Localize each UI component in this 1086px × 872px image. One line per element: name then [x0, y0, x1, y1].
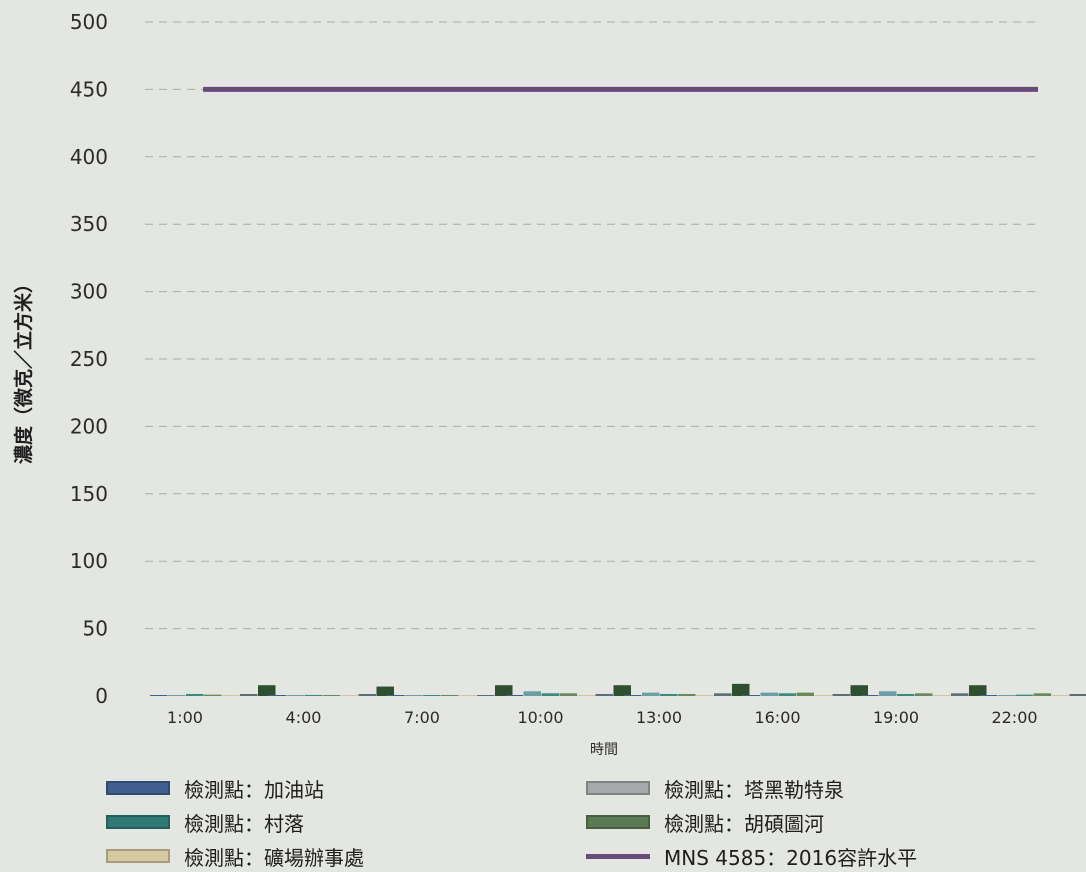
- legend-label: 檢測點：村落: [184, 808, 304, 837]
- bar: [359, 694, 377, 696]
- y-tick-label: 450: [70, 77, 108, 101]
- legend-swatch: [106, 781, 170, 795]
- bar: [861, 695, 879, 696]
- bar: [524, 691, 542, 696]
- bar: [506, 695, 524, 696]
- bar: [578, 695, 596, 696]
- legend-item-village: 檢測點：村落: [106, 806, 304, 838]
- legend-item-spring: 檢測點：塔黑勒特泉: [586, 772, 844, 804]
- legend-swatch: [586, 815, 650, 829]
- bar: [660, 694, 678, 696]
- x-tick-label: 1:00: [167, 708, 203, 727]
- y-tick-label: 250: [70, 347, 108, 371]
- bar: [305, 695, 323, 696]
- bar: [323, 695, 341, 696]
- bar: [915, 693, 933, 696]
- bar: [1034, 693, 1052, 696]
- bar: [423, 695, 441, 696]
- bar: [933, 695, 951, 696]
- bar: [168, 695, 186, 696]
- x-tick-label: 4:00: [286, 708, 322, 727]
- y-tick-label: 500: [70, 10, 108, 34]
- bar: [240, 694, 258, 696]
- bar: [969, 685, 987, 696]
- bar: [1052, 695, 1070, 696]
- y-tick-label: 0: [95, 684, 108, 708]
- bar: [596, 694, 614, 696]
- bar: [678, 694, 696, 696]
- bar: [797, 693, 815, 696]
- bar: [341, 695, 359, 696]
- bar: [779, 693, 797, 696]
- bar: [761, 693, 779, 696]
- legend-swatch: [106, 815, 170, 829]
- y-axis-title: 濃度（微克／立方米）: [12, 274, 35, 464]
- bar: [150, 695, 168, 696]
- x-tick-label: 22:00: [991, 708, 1037, 727]
- bar: [897, 694, 915, 696]
- legend-line-swatch: [586, 854, 650, 859]
- x-tick-label: 10:00: [517, 708, 563, 727]
- bar: [1070, 694, 1086, 696]
- x-axis-title: 時間: [590, 742, 618, 758]
- x-tick-label: 13:00: [636, 708, 682, 727]
- x-tick-label: 7:00: [404, 708, 440, 727]
- bar: [459, 695, 477, 696]
- legend-label: 檢測點：加油站: [184, 774, 324, 803]
- bar: [222, 695, 240, 696]
- bar: [258, 685, 276, 696]
- bar: [441, 695, 459, 696]
- bar: [851, 685, 869, 696]
- y-tick-label: 400: [70, 145, 108, 169]
- legend-item-gas-station: 檢測點：加油站: [106, 772, 324, 804]
- bar: [542, 693, 560, 696]
- y-tick-label: 50: [83, 617, 108, 641]
- bar: [1016, 695, 1034, 696]
- legend-label: 檢測點：礦場辦事處: [184, 842, 364, 871]
- bar: [980, 695, 998, 696]
- bar: [696, 695, 714, 696]
- bar: [204, 695, 222, 696]
- legend-label: 檢測點：塔黑勒特泉: [664, 774, 844, 803]
- bar: [287, 695, 305, 696]
- bar: [387, 695, 405, 696]
- bar: [998, 695, 1016, 696]
- bar: [614, 685, 632, 696]
- bar: [560, 693, 578, 696]
- legend-item-river: 檢測點：胡碩圖河: [586, 806, 824, 838]
- bar: [477, 695, 495, 696]
- legend-label: 檢測點：胡碩圖河: [664, 808, 824, 837]
- legend-swatch: [586, 781, 650, 795]
- bar: [879, 691, 897, 696]
- bar: [405, 695, 423, 696]
- legend-swatch: [106, 849, 170, 863]
- y-tick-label: 350: [70, 212, 108, 236]
- legend-item-limit-line: MNS 4585：2016容許水平: [586, 840, 917, 872]
- x-tick-label: 16:00: [754, 708, 800, 727]
- bar: [833, 694, 851, 696]
- bar: [951, 693, 969, 696]
- y-tick-label: 300: [70, 280, 108, 304]
- bar: [269, 695, 287, 696]
- y-tick-label: 150: [70, 482, 108, 506]
- bar: [714, 693, 732, 696]
- plot-area: 0 50 100 150 200 250 300 350 400 450 500 濃度（微克／立方米）…: [0, 0, 1086, 760]
- bar: [377, 687, 395, 696]
- legend-label: MNS 4585：2016容許水平: [664, 842, 917, 871]
- legend-item-mine-office: 檢測點：礦場辦事處: [106, 840, 364, 872]
- y-tick-label: 200: [70, 414, 108, 438]
- y-tick-label: 100: [70, 549, 108, 573]
- bar: [186, 694, 204, 696]
- legend: 檢測點：加油站 檢測點：塔黑勒特泉 檢測點：村落 檢測點：胡碩圖河 檢測點：礦場…: [0, 768, 1086, 868]
- bar: [743, 695, 761, 696]
- bar: [624, 695, 642, 696]
- bar: [732, 684, 750, 696]
- bar: [815, 695, 833, 696]
- x-tick-label: 19:00: [873, 708, 919, 727]
- bar: [495, 685, 513, 696]
- bar: [642, 693, 660, 696]
